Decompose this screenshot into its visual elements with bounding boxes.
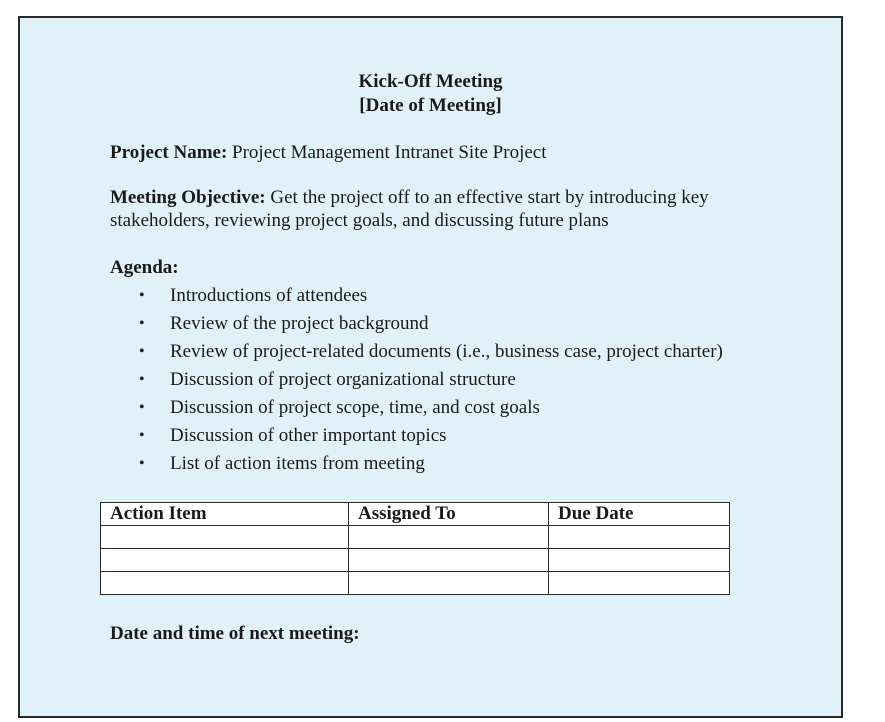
due-date-cell: [548, 525, 730, 549]
due-date-cell: [548, 571, 730, 595]
agenda-item: • Discussion of project organizational st…: [110, 366, 723, 394]
agenda-item: • Discussion of other important topics: [110, 422, 723, 450]
bullet-icon: •: [139, 315, 145, 332]
meeting-date-placeholder: [Date of Meeting]: [359, 95, 502, 116]
agenda-item-text: Introductions of attendees: [170, 285, 368, 306]
project-name-label: Project Name:: [110, 142, 228, 163]
due-date-cell: [548, 548, 730, 572]
action-item-cell: [100, 525, 349, 549]
column-header-assigned-to: Assigned To: [348, 502, 549, 526]
bullet-icon: •: [139, 343, 145, 360]
meeting-agenda-document: Kick-Off Meeting [Date of Meeting] Proje…: [18, 16, 843, 718]
bullet-icon: •: [139, 287, 145, 304]
column-header-due-date: Due Date: [548, 502, 730, 526]
table-row: [100, 548, 730, 572]
bullet-icon: •: [139, 455, 145, 472]
table-header-row: Action Item Assigned To Due Date: [100, 502, 730, 526]
agenda-item-text: Discussion of project scope, time, and c…: [170, 397, 540, 418]
bullet-icon: •: [139, 371, 145, 388]
assigned-to-cell: [348, 548, 549, 572]
title-block: Kick-Off Meeting [Date of Meeting]: [20, 70, 841, 118]
agenda-item-text: Discussion of project organizational str…: [170, 369, 516, 390]
agenda-item: • Review of project-related documents (i.…: [110, 338, 723, 366]
project-name-value: Project Management Intranet Site Project: [232, 142, 547, 163]
page-title: Kick-Off Meeting: [358, 71, 503, 92]
action-item-cell: [100, 571, 349, 595]
next-meeting-label: Date and time of next meeting:: [110, 623, 360, 644]
meeting-objective-value: Get the project off to an effective star…: [110, 187, 709, 231]
agenda-item: • Discussion of project scope, time, and …: [110, 394, 723, 422]
agenda-item: • Introductions of attendees: [110, 282, 723, 310]
assigned-to-cell: [348, 525, 549, 549]
bullet-icon: •: [139, 427, 145, 444]
meeting-objective-label: Meeting Objective:: [110, 187, 266, 208]
project-name-field: Project Name: Project Management Intrane…: [110, 141, 547, 164]
table-row: [100, 525, 730, 549]
agenda-heading: Agenda:: [110, 257, 179, 278]
agenda-item: • List of action items from meeting: [110, 450, 723, 478]
table-row: [100, 571, 730, 595]
assigned-to-cell: [348, 571, 549, 595]
column-header-action-item: Action Item: [100, 502, 349, 526]
agenda-item-text: Review of the project background: [170, 313, 429, 334]
meeting-objective-field: Meeting Objective: Get the project off t…: [110, 186, 760, 232]
agenda-item: • Review of the project background: [110, 310, 723, 338]
agenda-list: • Introductions of attendees • Review of t…: [110, 282, 723, 478]
action-item-cell: [100, 548, 349, 572]
agenda-item-text: Discussion of other important topics: [170, 425, 447, 446]
action-items-table: Action Item Assigned To Due Date: [100, 502, 730, 595]
agenda-item-text: Review of project-related documents (i.e…: [170, 341, 723, 362]
bullet-icon: •: [139, 399, 145, 416]
agenda-item-text: List of action items from meeting: [170, 453, 425, 474]
